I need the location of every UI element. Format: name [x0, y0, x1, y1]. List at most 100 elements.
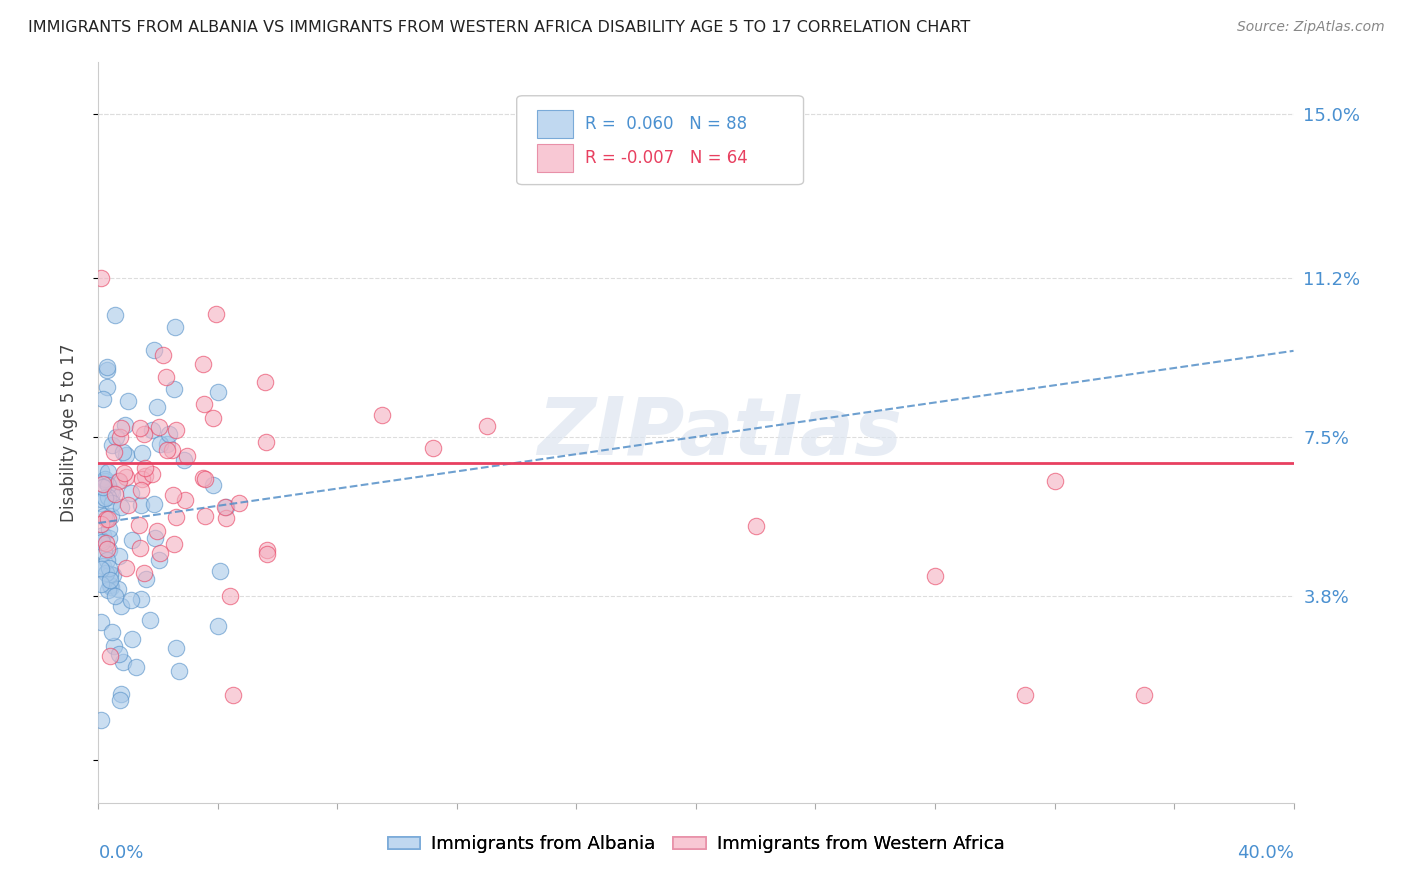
- Point: [156, 437, 179, 451]
- Point: [98, 561, 121, 575]
- Point: [132, 566, 155, 580]
- Point: [141, 424, 163, 438]
- Point: [108, 474, 131, 488]
- Point: [90, 464, 112, 478]
- Point: [107, 582, 129, 596]
- Y-axis label: Disability Age 5 to 17: Disability Age 5 to 17: [59, 343, 77, 522]
- Point: [254, 434, 277, 449]
- Point: [96, 362, 118, 376]
- Point: [371, 408, 394, 422]
- Point: [93, 509, 115, 524]
- Point: [165, 641, 187, 656]
- Point: [215, 511, 238, 525]
- Point: [228, 495, 250, 509]
- Point: [152, 348, 174, 362]
- Point: [98, 578, 121, 592]
- Point: [157, 426, 180, 441]
- Point: [131, 446, 153, 460]
- Point: [128, 518, 150, 533]
- Point: [93, 545, 115, 559]
- Point: [107, 475, 129, 489]
- Point: [745, 519, 768, 533]
- Point: [96, 566, 118, 581]
- Point: [111, 444, 134, 458]
- Point: [94, 491, 117, 505]
- Point: [97, 465, 120, 479]
- Point: [110, 500, 132, 514]
- Point: [124, 660, 146, 674]
- Point: [422, 441, 444, 455]
- Point: [256, 542, 278, 557]
- Point: [105, 430, 128, 444]
- Point: [110, 599, 132, 614]
- Point: [108, 693, 131, 707]
- Point: [139, 613, 162, 627]
- Point: [100, 496, 122, 510]
- Point: [107, 549, 129, 563]
- Point: [214, 500, 236, 515]
- Text: ZIPatlas: ZIPatlas: [537, 393, 903, 472]
- Point: [104, 308, 127, 322]
- Point: [191, 470, 214, 484]
- Point: [103, 639, 125, 653]
- Point: [90, 713, 112, 727]
- Point: [129, 483, 152, 498]
- Point: [148, 436, 170, 450]
- Point: [108, 430, 131, 444]
- Point: [162, 442, 184, 457]
- Point: [143, 531, 166, 545]
- Point: [209, 564, 232, 578]
- Point: [165, 510, 187, 524]
- Point: [475, 418, 498, 433]
- Point: [131, 592, 153, 607]
- Point: [256, 547, 278, 561]
- Point: [110, 421, 132, 435]
- Point: [128, 541, 150, 556]
- Point: [98, 522, 121, 536]
- Point: [97, 542, 120, 557]
- Point: [142, 343, 165, 357]
- Point: [93, 475, 115, 489]
- Point: [146, 401, 169, 415]
- Point: [167, 664, 190, 678]
- Point: [148, 420, 170, 434]
- Point: [173, 453, 195, 467]
- Point: [132, 426, 155, 441]
- Point: [143, 496, 166, 510]
- Point: [101, 567, 124, 582]
- Point: [100, 625, 122, 640]
- Point: [91, 534, 114, 549]
- Point: [97, 478, 120, 492]
- Point: [96, 512, 118, 526]
- Point: [90, 270, 112, 285]
- Point: [100, 580, 122, 594]
- Point: [110, 687, 132, 701]
- Point: [115, 561, 138, 575]
- Point: [96, 512, 118, 526]
- FancyBboxPatch shape: [537, 110, 572, 138]
- Point: [94, 473, 117, 487]
- Point: [101, 438, 124, 452]
- Point: [128, 421, 150, 435]
- Point: [205, 307, 228, 321]
- Point: [108, 647, 131, 661]
- Point: [202, 478, 225, 492]
- Point: [194, 509, 217, 524]
- FancyBboxPatch shape: [537, 144, 572, 172]
- Point: [96, 553, 118, 567]
- Point: [120, 486, 142, 500]
- Point: [121, 632, 143, 647]
- Point: [148, 553, 170, 567]
- Point: [1133, 688, 1156, 702]
- Point: [96, 380, 118, 394]
- Point: [162, 382, 184, 396]
- Point: [129, 498, 152, 512]
- Point: [97, 583, 120, 598]
- Point: [90, 577, 112, 591]
- Point: [98, 567, 121, 582]
- Point: [91, 392, 114, 406]
- Point: [149, 546, 172, 560]
- Point: [103, 590, 125, 604]
- Point: [163, 537, 186, 551]
- Point: [207, 384, 229, 399]
